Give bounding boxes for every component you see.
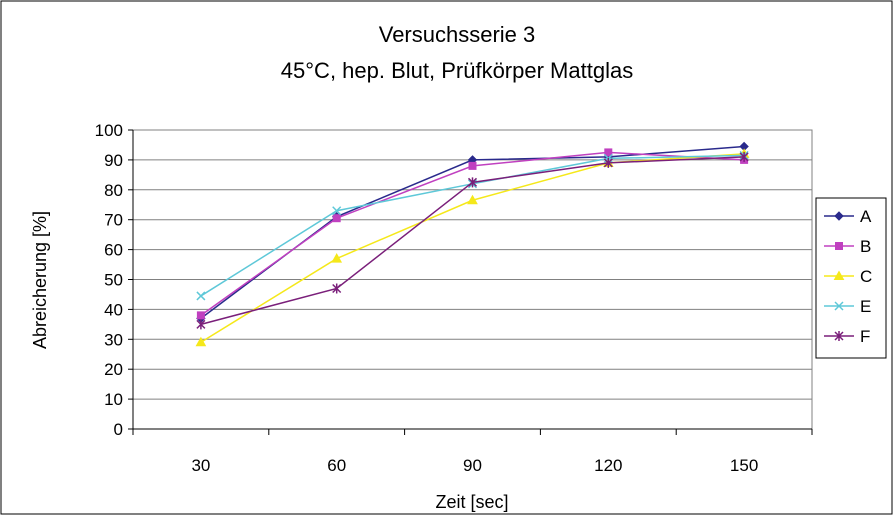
y-tick-label: 10 bbox=[104, 390, 123, 409]
y-tick-label: 60 bbox=[104, 241, 123, 260]
data-point-F bbox=[739, 151, 749, 162]
legend-entry-F: F bbox=[824, 327, 870, 346]
legend-swatch-marker bbox=[834, 331, 844, 341]
y-tick-label: 20 bbox=[104, 360, 123, 379]
data-point-E bbox=[332, 206, 342, 216]
y-tick-label: 100 bbox=[95, 121, 123, 140]
legend-swatch-marker bbox=[834, 211, 844, 221]
x-tick-label: 150 bbox=[730, 456, 758, 475]
data-point-C bbox=[467, 194, 478, 205]
y-tick-label: 70 bbox=[104, 211, 123, 230]
data-point-F bbox=[332, 283, 342, 294]
x-tick-label: 30 bbox=[191, 456, 210, 475]
x-axis-label: Zeit [sec] bbox=[435, 492, 508, 512]
data-point-B bbox=[468, 161, 477, 170]
data-point-B bbox=[604, 148, 613, 157]
y-tick-label: 30 bbox=[104, 330, 123, 349]
y-tick-label: 80 bbox=[104, 181, 123, 200]
legend-swatch-marker bbox=[834, 301, 844, 311]
legend-label: E bbox=[860, 297, 871, 316]
data-point-E bbox=[196, 291, 206, 301]
legend-label: B bbox=[860, 237, 871, 256]
legend-entry-A: A bbox=[824, 207, 872, 226]
legend-swatch-marker bbox=[835, 242, 843, 250]
chart-title: Versuchsserie 3 bbox=[379, 22, 536, 47]
y-tick-label: 40 bbox=[104, 300, 123, 319]
x-axis-ticks: 30 60 90 120 150 bbox=[132, 429, 813, 475]
data-point-F bbox=[196, 319, 206, 330]
legend-swatch-marker bbox=[833, 270, 845, 280]
data-point-F bbox=[603, 157, 613, 168]
y-tick-label: 0 bbox=[114, 420, 123, 439]
data-point-C bbox=[195, 336, 207, 347]
legend-entry-E: E bbox=[824, 297, 871, 316]
legend-label: C bbox=[860, 267, 872, 286]
data-point-B bbox=[196, 311, 205, 320]
data-point-F bbox=[467, 177, 478, 188]
y-tick-label: 50 bbox=[104, 271, 123, 290]
x-tick-label: 120 bbox=[594, 456, 622, 475]
legend-label: A bbox=[860, 207, 872, 226]
x-tick-label: 60 bbox=[327, 456, 346, 475]
chart-subtitle: 45°C, hep. Blut, Prüfkörper Mattglas bbox=[281, 58, 633, 83]
data-point-C bbox=[331, 253, 343, 263]
y-axis-ticks: 0 10 20 30 40 50 60 70 80 90 100 bbox=[95, 121, 133, 439]
legend-label: F bbox=[860, 327, 870, 346]
legend-entry-B: B bbox=[824, 237, 871, 256]
y-axis-label: Abreicherung [%] bbox=[30, 211, 50, 349]
x-tick-label: 90 bbox=[463, 456, 482, 475]
series-F bbox=[196, 151, 749, 330]
series-layer bbox=[195, 141, 750, 347]
legend-box bbox=[815, 197, 887, 359]
data-point-B bbox=[332, 214, 341, 223]
y-tick-label: 90 bbox=[104, 151, 123, 170]
legend-entry-C: C bbox=[824, 267, 872, 286]
